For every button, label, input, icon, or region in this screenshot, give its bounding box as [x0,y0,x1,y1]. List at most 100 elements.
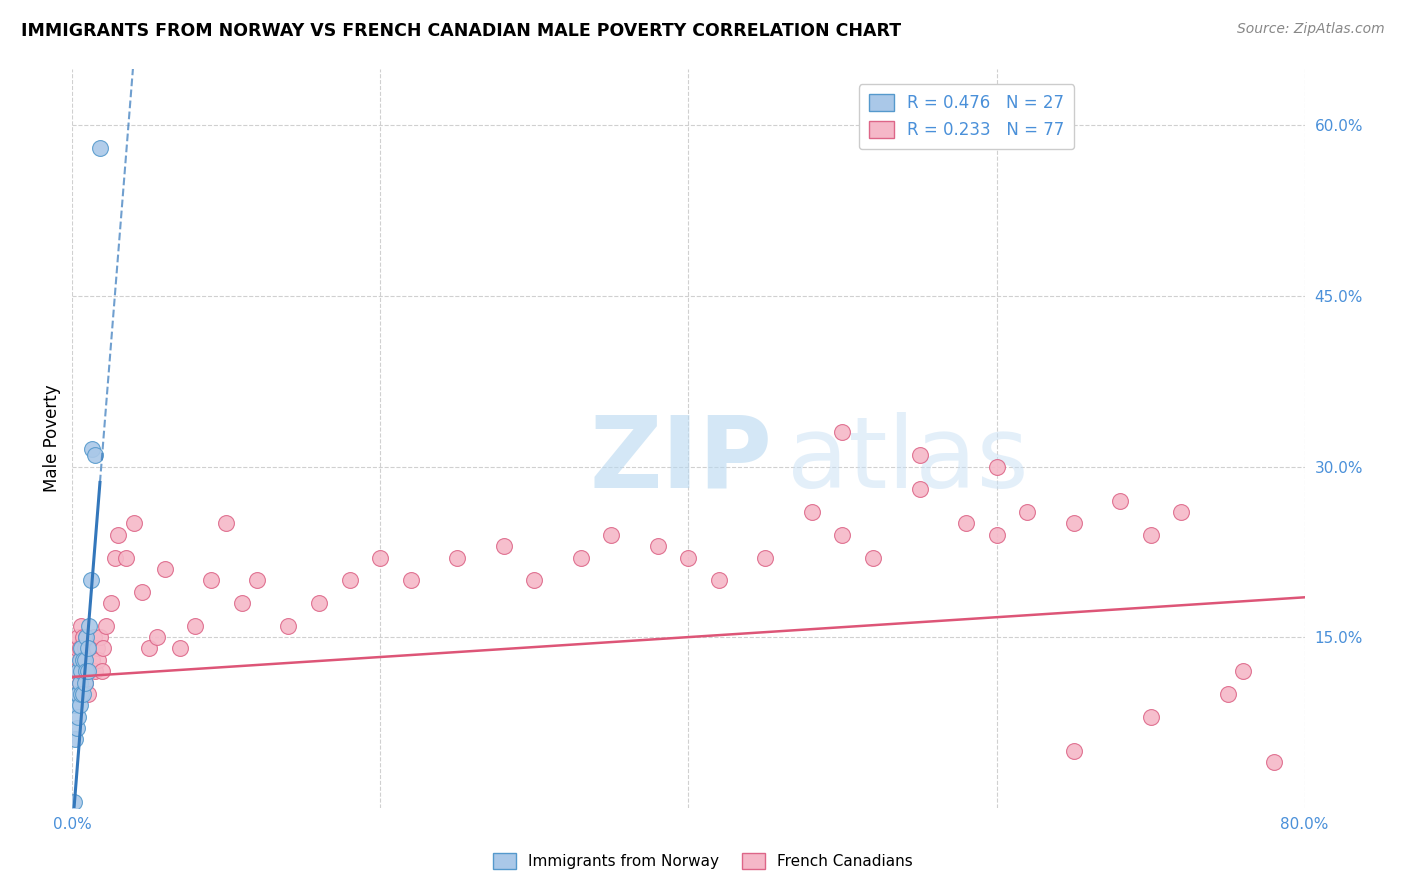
Point [82,442,104,457]
Point [75,630,97,644]
Point [70,641,93,656]
Point [72,664,94,678]
Text: Source: ZipAtlas.com: Source: ZipAtlas.com [1237,22,1385,37]
Point [67,664,90,678]
Point [754,550,776,565]
Point [908,448,931,462]
Point [84,664,107,678]
Point [73,675,96,690]
Point [308,596,330,610]
Point [94,618,117,632]
Text: ZIP: ZIP [591,412,773,508]
Point [77,618,100,632]
Point [66,687,89,701]
Point [1063,516,1085,531]
Point [77,664,100,678]
Point [62,795,84,809]
Point [65,664,87,678]
Point [107,528,129,542]
Point [709,573,731,587]
Point [90,664,112,678]
Point [75,664,97,678]
Point [138,641,160,656]
Point [1232,664,1254,678]
Point [1216,687,1239,701]
Point [1263,755,1285,769]
Point [67,664,90,678]
Point [492,539,515,553]
Point [67,630,90,644]
Point [1108,493,1130,508]
Text: atlas: atlas [787,412,1029,508]
Point [831,425,853,440]
Point [65,698,87,713]
Point [153,562,176,576]
Point [72,630,94,644]
Point [86,641,108,656]
Point [76,687,98,701]
Point [65,732,87,747]
Point [446,550,468,565]
Point [76,664,98,678]
Point [66,687,89,701]
Point [908,483,931,497]
Point [73,641,96,656]
Point [73,675,96,690]
Point [70,618,93,632]
Point [1139,528,1161,542]
Point [80,641,103,656]
Point [122,516,145,531]
Point [66,641,89,656]
Point [70,653,93,667]
Point [100,596,122,610]
Point [91,641,114,656]
Point [277,618,299,632]
Point [69,641,91,656]
Point [600,528,623,542]
Point [66,721,89,735]
Point [83,630,105,644]
Point [67,709,90,723]
Point [862,550,884,565]
Point [231,596,253,610]
Point [131,584,153,599]
Point [115,550,138,565]
Point [184,618,207,632]
Point [69,675,91,690]
Point [1170,505,1192,519]
Point [72,687,94,701]
Point [523,573,546,587]
Point [87,653,110,667]
Point [89,630,111,644]
Point [986,528,1008,542]
Point [569,550,592,565]
Point [831,528,853,542]
Point [75,630,97,644]
Point [647,539,669,553]
Point [62,653,84,667]
Point [1017,505,1039,519]
Point [72,653,94,667]
Legend: Immigrants from Norway, French Canadians: Immigrants from Norway, French Canadians [486,847,920,875]
Point [70,664,93,678]
Legend: R = 0.476   N = 27, R = 0.233   N = 77: R = 0.476 N = 27, R = 0.233 N = 77 [859,84,1074,149]
Point [76,653,98,667]
Point [1063,744,1085,758]
Point [104,550,127,565]
Point [89,141,111,155]
Point [986,459,1008,474]
Point [70,687,93,701]
Text: IMMIGRANTS FROM NORWAY VS FRENCH CANADIAN MALE POVERTY CORRELATION CHART: IMMIGRANTS FROM NORWAY VS FRENCH CANADIA… [21,22,901,40]
Point [146,630,169,644]
Point [73,653,96,667]
Point [80,573,103,587]
Point [955,516,977,531]
Point [69,675,91,690]
Point [69,698,91,713]
Point [399,573,422,587]
Point [67,687,90,701]
Point [678,550,700,565]
Y-axis label: Male Poverty: Male Poverty [44,384,60,491]
Point [76,641,98,656]
Point [246,573,269,587]
